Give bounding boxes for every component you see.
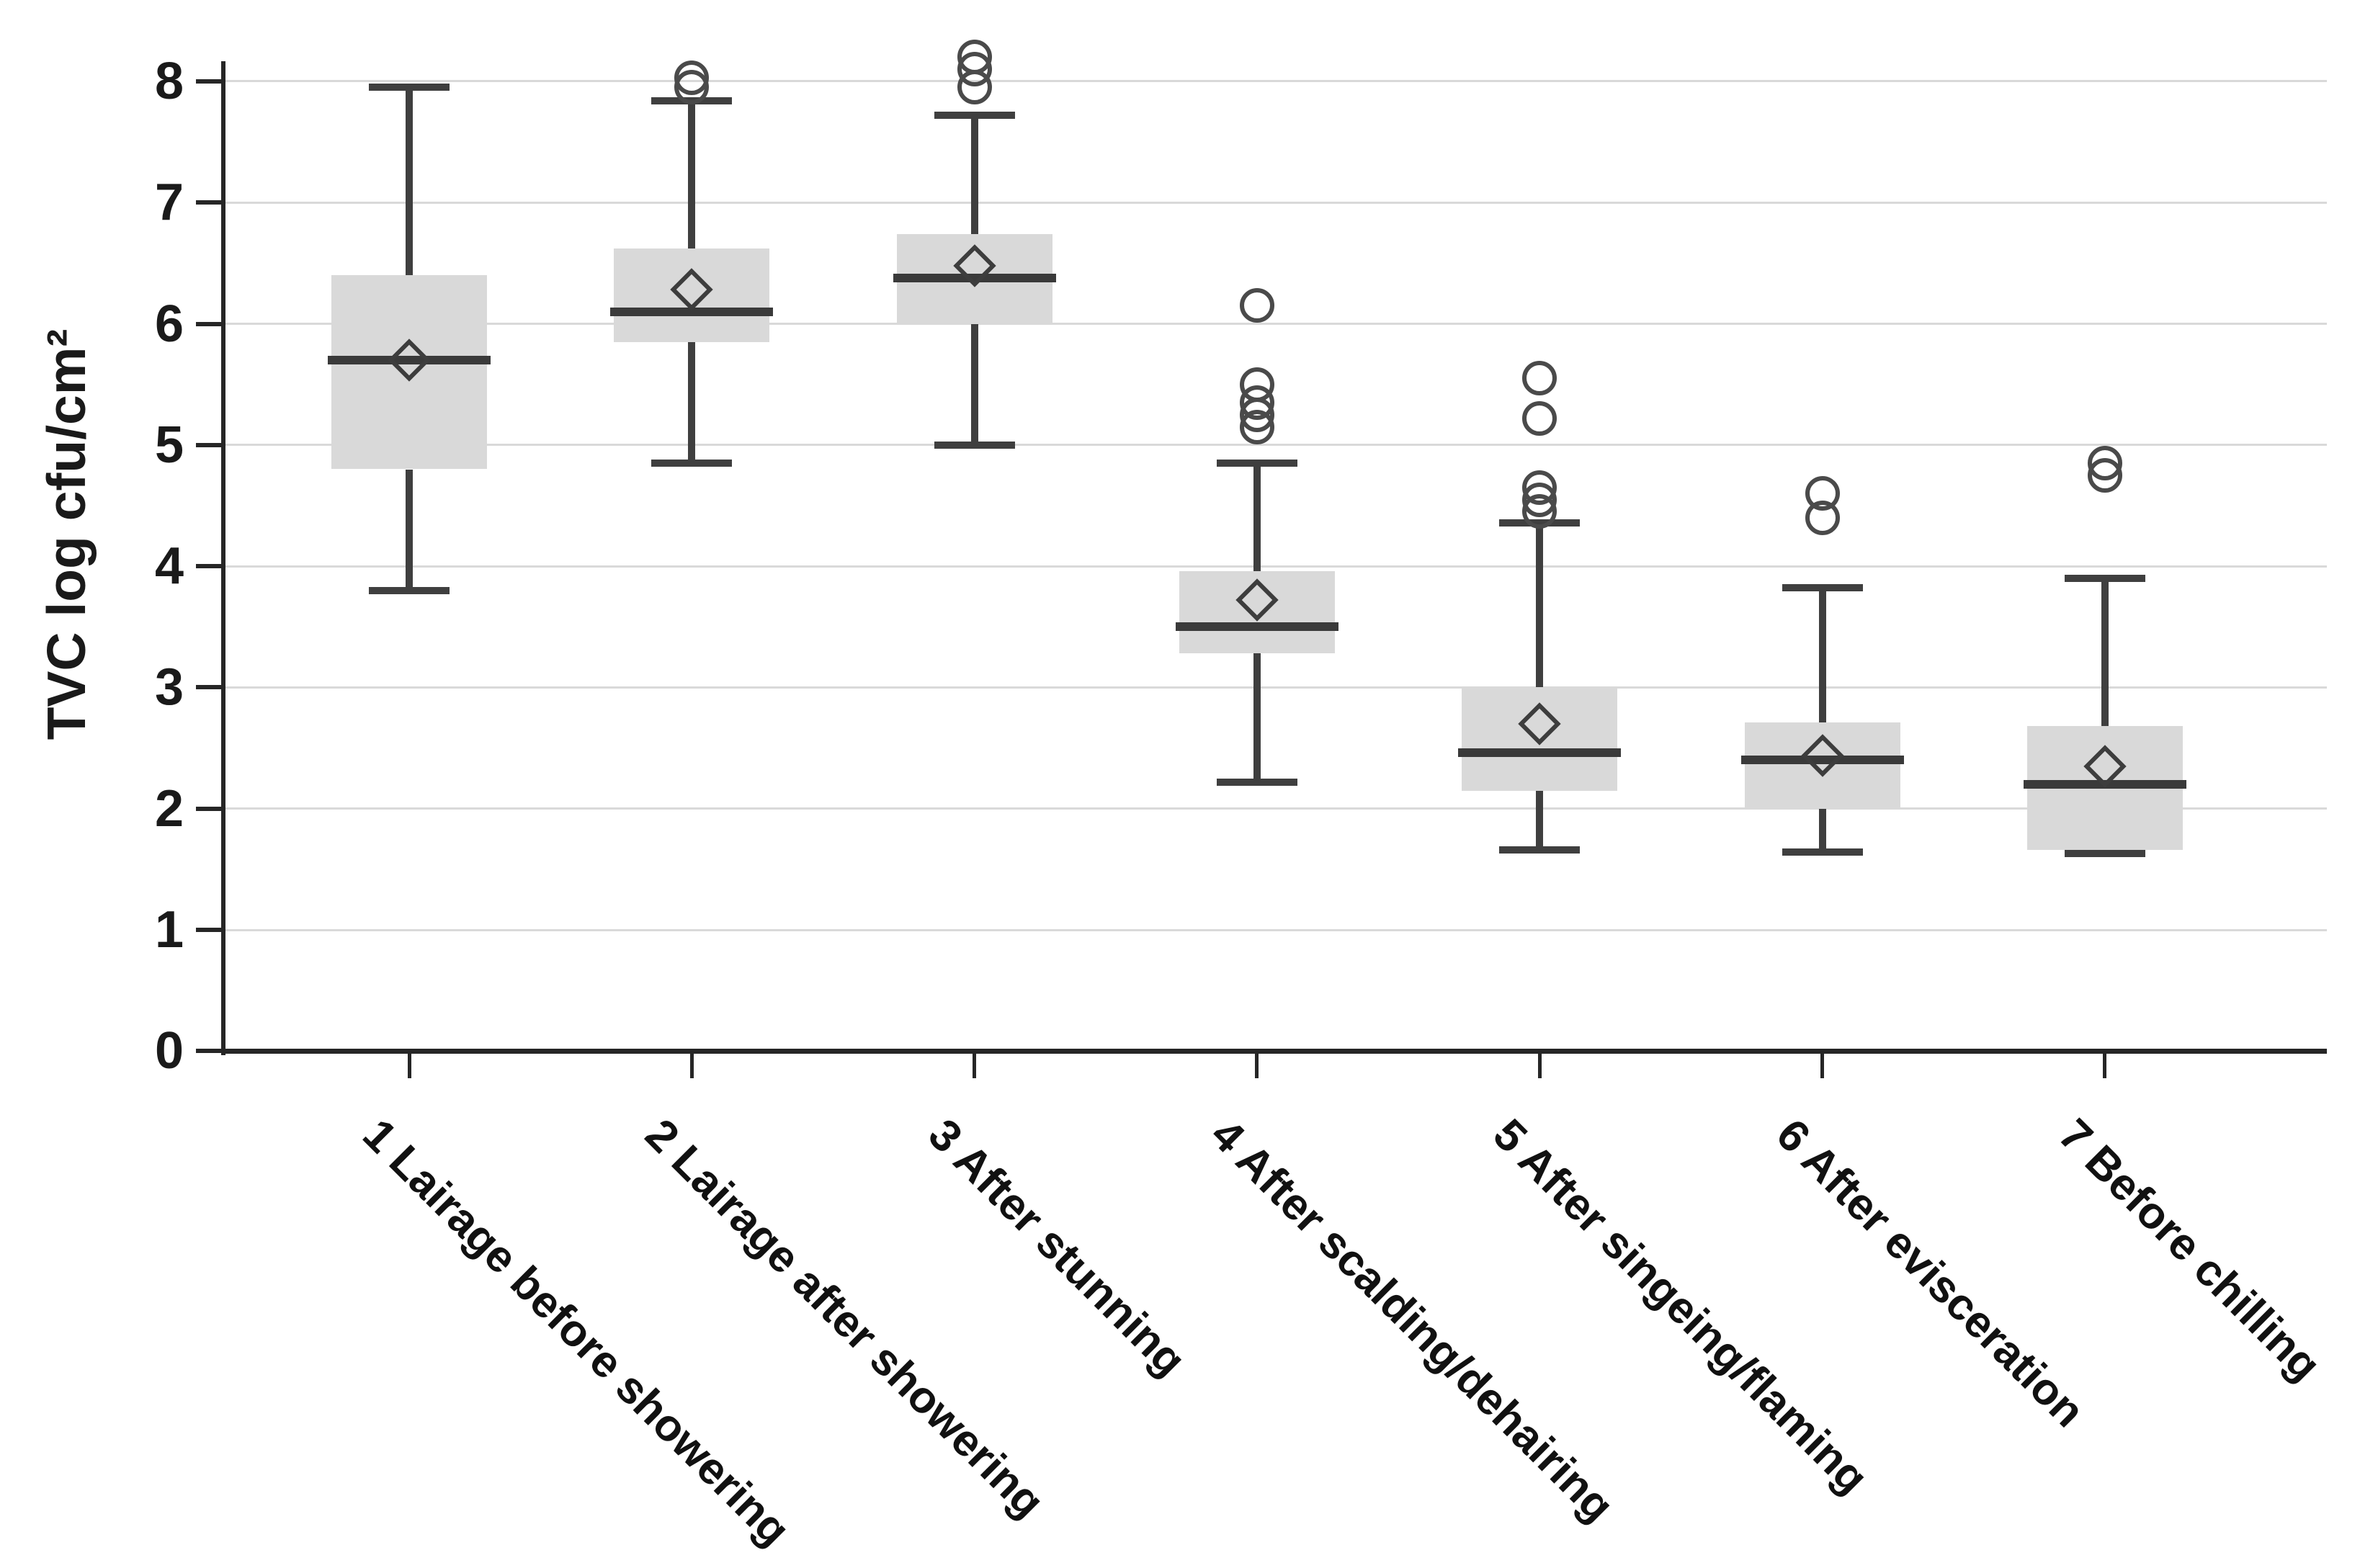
y-tick-label-2: 2 [154,779,184,838]
x-tick-4 [1255,1054,1259,1079]
gridline-4 [223,565,2327,568]
x-tick-5 [1537,1054,1542,1079]
lower-whisker-cap [651,460,733,467]
x-category-label: 6 After evisceration [1766,1109,2094,1437]
y-axis-line [221,61,225,1056]
outlier-circle [2087,446,2122,481]
outlier-circle [1239,367,1274,402]
y-tick-label-0: 0 [154,1022,184,1080]
y-tick-3 [196,685,223,690]
median-line [328,356,491,365]
gridline-2 [223,807,2327,810]
x-category-label: 7 Before chilling [2049,1109,2330,1391]
y-tick-6 [196,321,223,326]
outlier-circle [1522,400,1557,436]
upper-whisker-cap [1216,460,1297,467]
y-tick-label-3: 3 [154,658,184,717]
gridline-6 [223,323,2327,326]
iqr-box [614,248,770,342]
y-tick-label-8: 8 [154,52,184,110]
y-tick-label-6: 6 [154,295,184,353]
y-tick-5 [196,442,223,447]
x-category-label: 3 After stunning [918,1109,1195,1386]
y-axis-title: TVC log cfu/cm² [36,328,97,740]
gridline-5 [223,444,2327,447]
outlier-circle [674,60,710,95]
outlier-circle [957,40,992,75]
iqr-box [1744,722,1900,809]
y-tick-label-5: 5 [154,416,184,474]
upper-whisker-line [970,115,978,234]
upper-whisker-line [2101,578,2109,727]
lower-whisker-cap [1216,778,1297,786]
lower-whisker-line [406,469,413,591]
gridline-3 [223,686,2327,689]
upper-whisker-cap [934,112,1015,120]
lower-whisker-cap [2064,850,2145,858]
median-line [610,307,774,316]
upper-whisker-line [1818,588,1826,723]
gridline-8 [223,80,2327,83]
y-tick-8 [196,79,223,84]
lower-whisker-cap [1782,848,1863,856]
upper-whisker-line [406,87,413,276]
upper-whisker-cap [1782,584,1863,592]
y-tick-2 [196,806,223,811]
median-line [1175,622,1338,632]
median-line [893,273,1056,282]
lower-whisker-line [688,341,696,464]
lower-whisker-line [1818,808,1826,853]
median-line [1458,748,1622,758]
upper-whisker-line [1536,522,1544,688]
x-tick-1 [407,1054,411,1079]
lower-whisker-line [1536,790,1544,850]
y-tick-label-4: 4 [154,537,184,596]
lower-whisker-line [1253,653,1261,782]
upper-whisker-line [1253,463,1261,571]
gridline-1 [223,928,2327,931]
upper-whisker-cap [369,84,450,91]
outlier-circle [1239,288,1274,323]
lower-whisker-line [970,323,978,445]
y-tick-0 [196,1049,223,1054]
y-tick-label-1: 1 [154,901,184,959]
iqr-box [331,275,487,470]
y-tick-4 [196,564,223,569]
x-tick-7 [2103,1054,2107,1079]
outlier-circle [1522,361,1557,396]
y-tick-label-7: 7 [154,174,184,232]
x-tick-3 [973,1054,977,1079]
gridline-7 [223,201,2327,204]
y-tick-7 [196,200,223,205]
y-tick-1 [196,928,223,933]
iqr-box [1462,687,1618,791]
median-line [2023,780,2186,789]
x-tick-6 [1820,1054,1825,1079]
iqr-box [1179,570,1335,654]
lower-whisker-cap [369,586,450,594]
upper-whisker-line [688,100,696,249]
x-tick-2 [689,1054,694,1079]
lower-whisker-cap [1499,846,1581,854]
outlier-circle [1805,476,1840,511]
upper-whisker-cap [2064,574,2145,582]
median-line [1740,756,1904,765]
x-axis-line [221,1049,2327,1054]
outlier-circle [1522,470,1557,505]
lower-whisker-cap [934,441,1015,449]
